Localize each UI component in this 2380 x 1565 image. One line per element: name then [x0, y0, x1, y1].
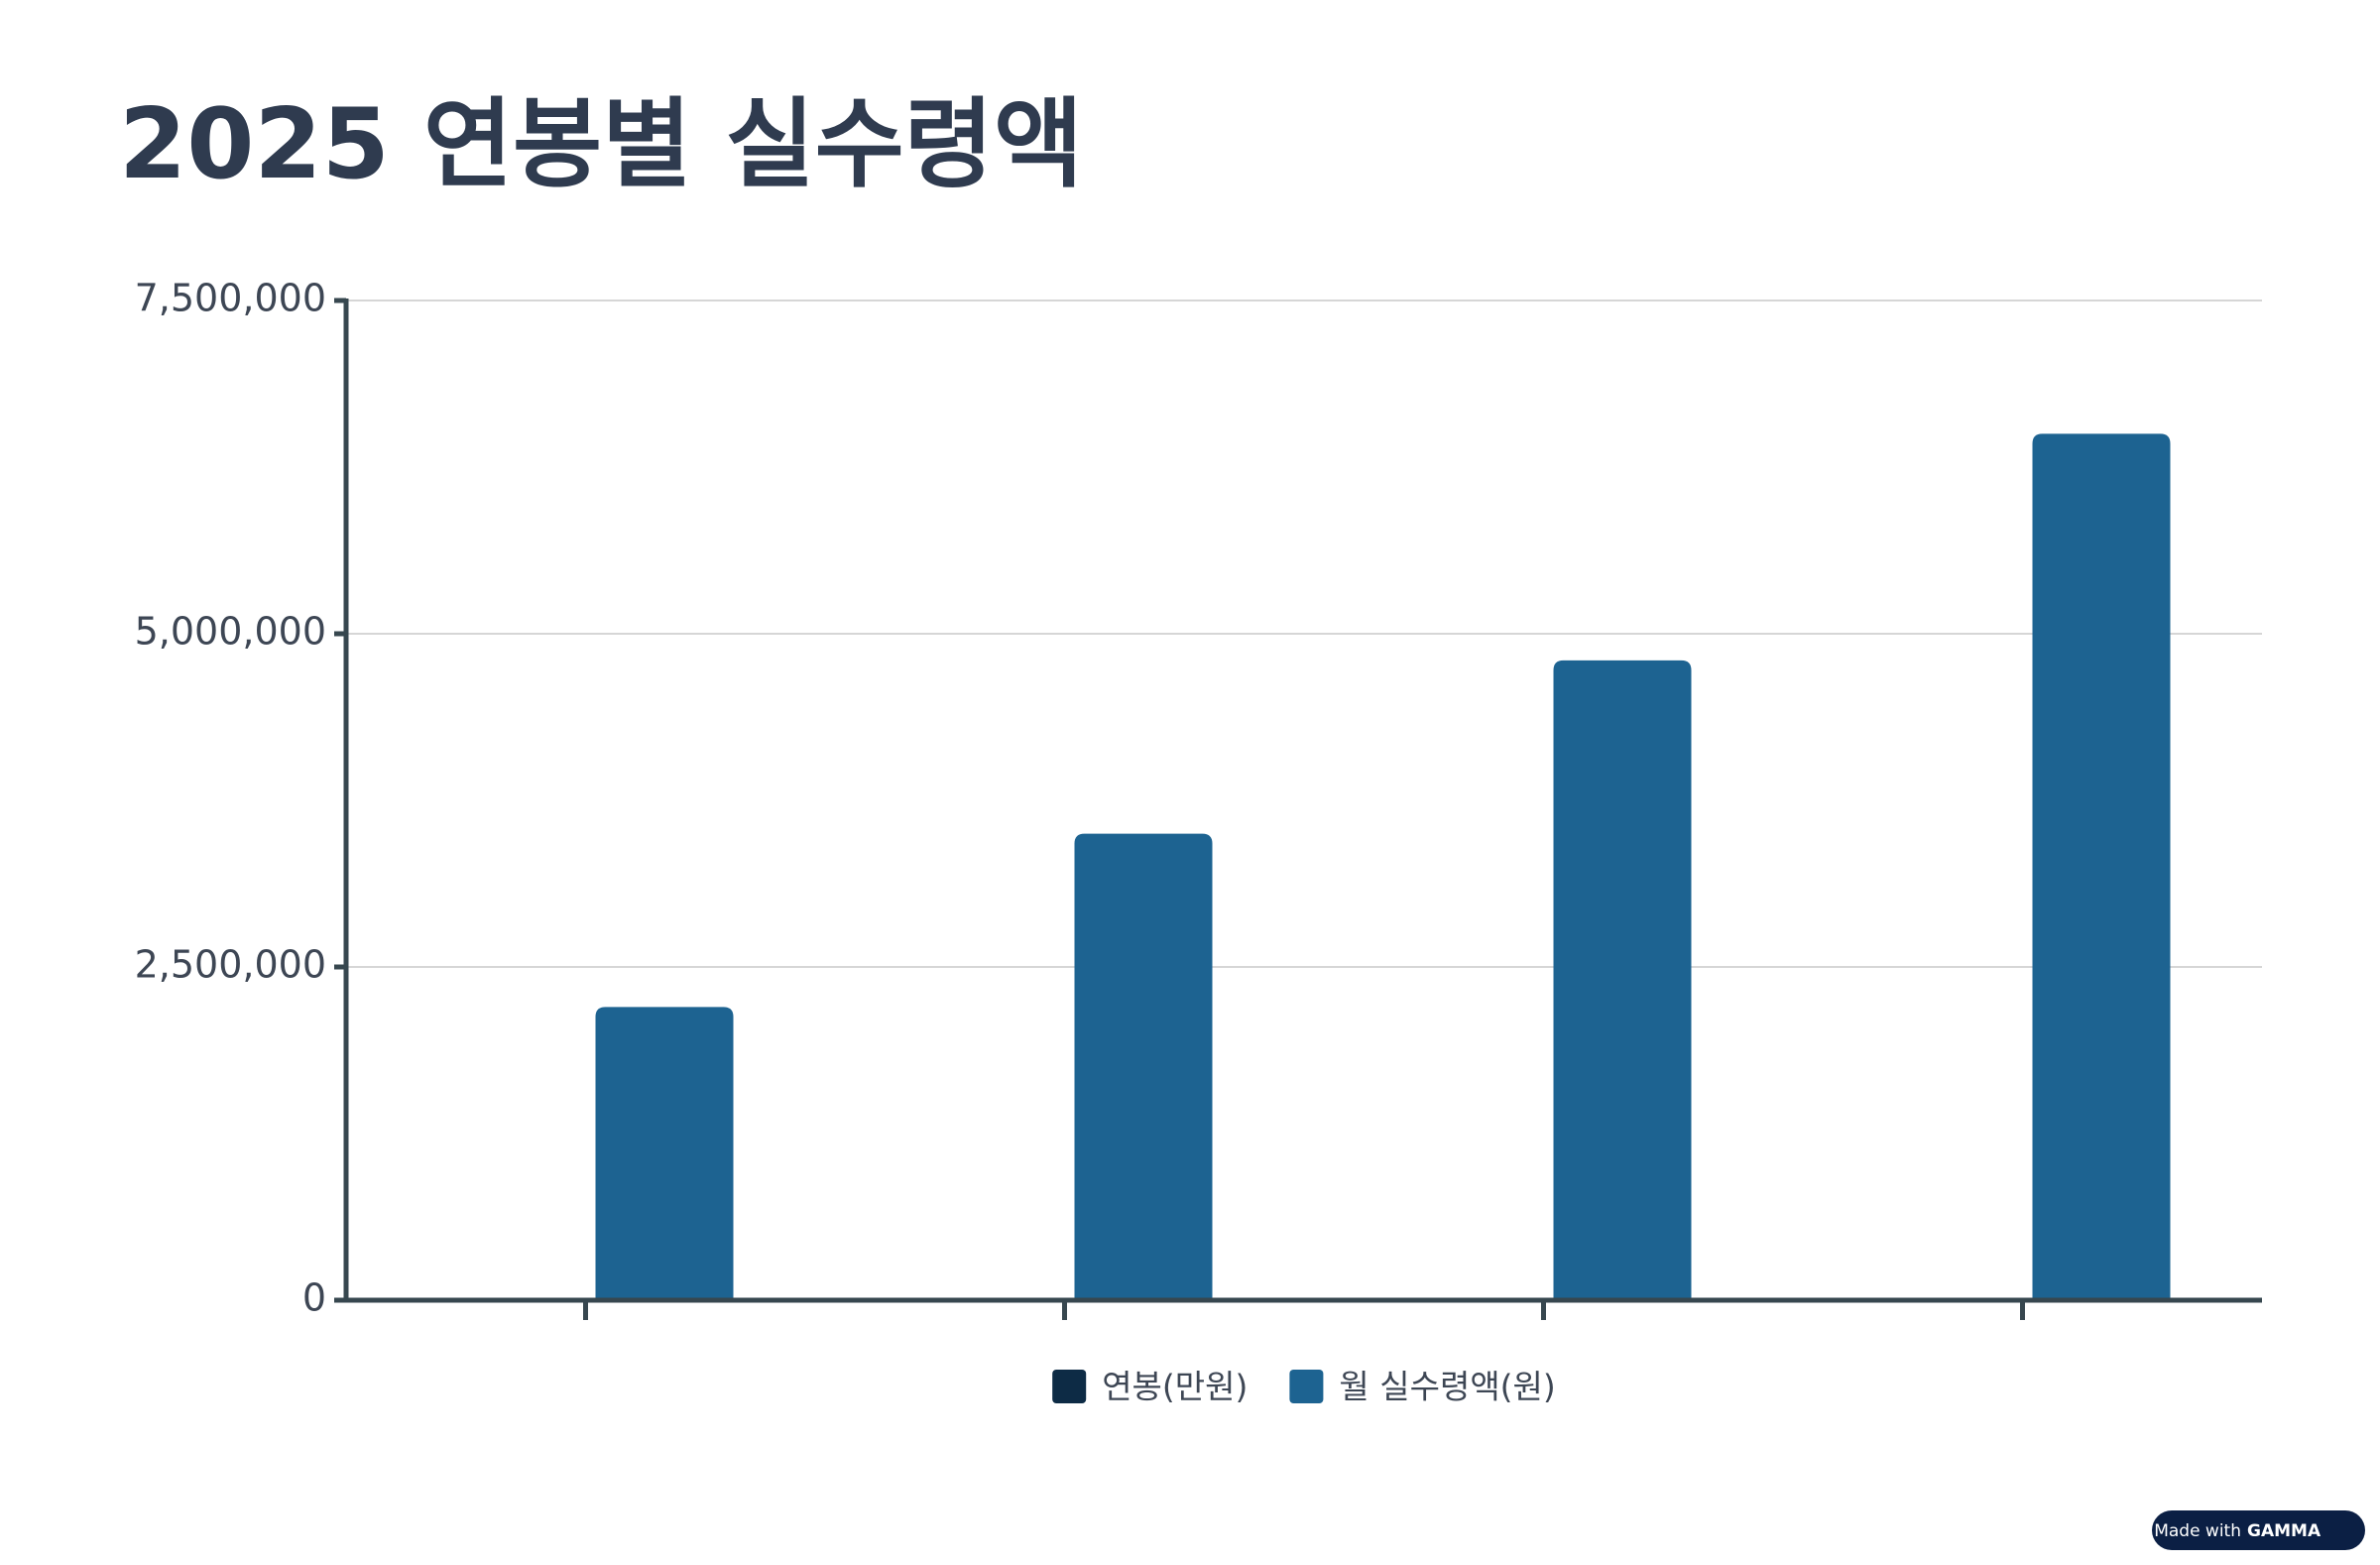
badge-background: [2152, 1510, 2365, 1550]
chart-title: 2025 연봉별 실수령액: [119, 88, 1083, 201]
made-with-badge[interactable]: Made with GAMMA: [2152, 1510, 2365, 1550]
bar: [595, 1007, 734, 1300]
badge-brand: GAMMA: [2247, 1521, 2321, 1541]
y-tick-label: 2,500,000: [135, 943, 326, 987]
bar: [1553, 660, 1692, 1300]
y-tick-label: 0: [302, 1276, 326, 1320]
y-tick-label: 7,500,000: [135, 277, 326, 320]
legend-label: 월 실수령액(원): [1339, 1368, 1555, 1406]
bar: [1074, 833, 1213, 1300]
bar: [2032, 433, 2171, 1300]
badge-prefix: Made with: [2154, 1521, 2241, 1541]
legend-swatch: [1052, 1370, 1087, 1403]
y-tick-label: 5,000,000: [135, 610, 326, 654]
legend-label: 연봉(만원): [1102, 1368, 1248, 1406]
legend-swatch: [1289, 1370, 1324, 1403]
